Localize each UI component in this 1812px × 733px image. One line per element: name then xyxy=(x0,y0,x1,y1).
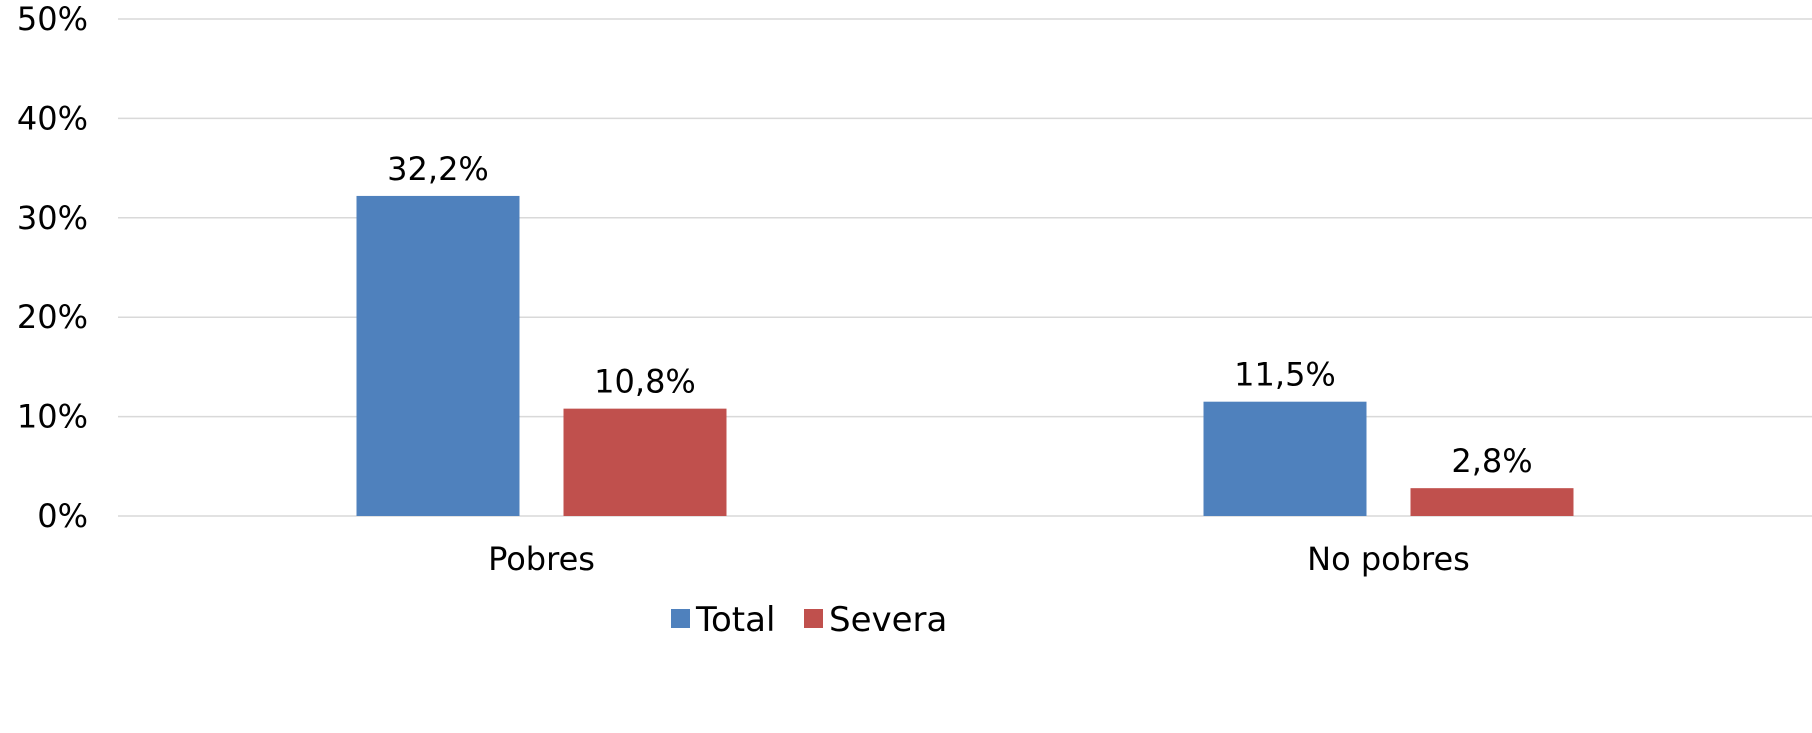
y-axis: 0% 10% 20% 30% 40% 50% xyxy=(17,0,88,535)
bar-total xyxy=(1203,401,1367,516)
x-axis: Pobres No pobres xyxy=(488,540,1470,578)
data-label: 10,8% xyxy=(594,363,696,401)
y-tick-label: 50% xyxy=(17,0,88,38)
x-category-label: Pobres xyxy=(488,540,595,578)
bars xyxy=(356,195,1574,516)
legend-swatch-severa xyxy=(804,609,823,628)
data-label: 11,5% xyxy=(1234,356,1336,394)
bar-severa xyxy=(563,408,727,516)
bar-severa xyxy=(1410,488,1574,516)
legend-swatch-total xyxy=(671,609,690,628)
x-category-label: No pobres xyxy=(1307,540,1470,578)
data-label: 32,2% xyxy=(387,150,489,188)
legend: Total Severa xyxy=(671,600,947,640)
legend-label-total: Total xyxy=(695,600,775,640)
bar-total xyxy=(356,195,520,516)
data-labels: 32,2% 10,8% 11,5% 2,8% xyxy=(387,150,1532,480)
y-tick-label: 10% xyxy=(17,398,88,436)
y-tick-label: 20% xyxy=(17,298,88,336)
data-label: 2,8% xyxy=(1451,442,1532,480)
y-tick-label: 0% xyxy=(37,497,88,535)
legend-label-severa: Severa xyxy=(829,600,947,640)
y-tick-label: 40% xyxy=(17,99,88,137)
y-tick-label: 30% xyxy=(17,199,88,237)
